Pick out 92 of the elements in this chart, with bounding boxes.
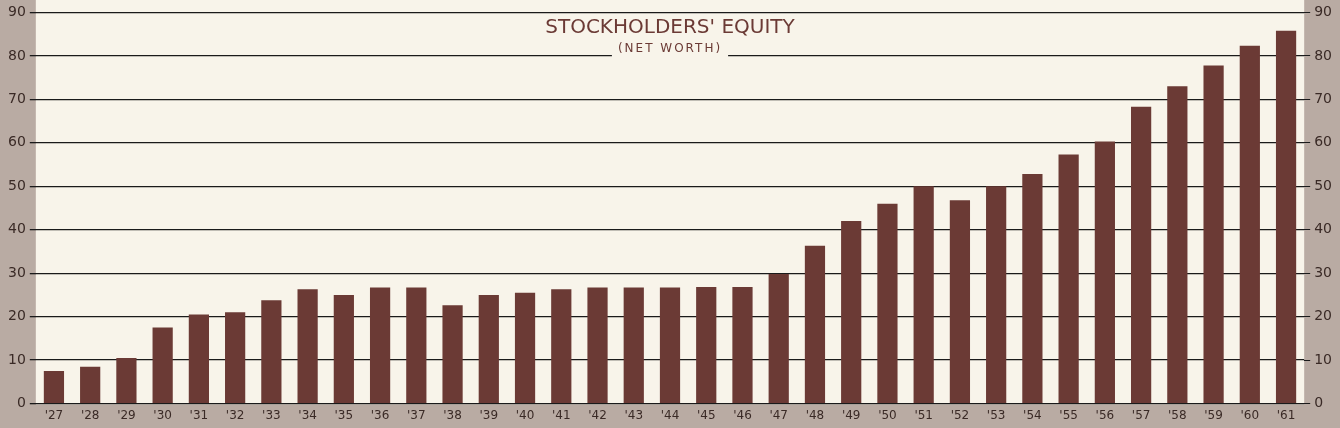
bar (297, 289, 318, 403)
x-tick-label: '51 (914, 407, 933, 422)
bar (369, 287, 391, 403)
bar (841, 221, 862, 403)
x-tick-label: '34 (298, 407, 317, 422)
y2-tick-label: 0 (16, 394, 26, 411)
bar (768, 274, 789, 403)
y-tick-label: 40 (1314, 220, 1333, 237)
bar (80, 366, 101, 403)
x-tick-label: '27 (44, 407, 64, 422)
x-tick-label: '39 (479, 407, 499, 422)
y2-tick-label: 20 (7, 307, 26, 324)
y2-tick-label: 60 (7, 133, 26, 150)
x-tick-label: '33 (262, 407, 281, 422)
x-tick-label: '43 (624, 407, 644, 422)
x-tick-label: '36 (370, 407, 390, 422)
bar (225, 312, 246, 403)
bar (1239, 45, 1260, 403)
y2-tick-label: 70 (7, 89, 26, 106)
x-tick-label: '31 (189, 407, 209, 422)
bar (261, 300, 282, 403)
bar (1022, 174, 1043, 403)
x-tick-label: '46 (733, 407, 752, 422)
bar (659, 287, 681, 403)
bar (732, 287, 753, 403)
y2-tick-label: 50 (7, 176, 26, 193)
x-tick-label: '59 (1204, 407, 1223, 422)
x-tick-label: '40 (515, 407, 535, 422)
text: (NET WORTH) (617, 41, 723, 56)
bar (1275, 30, 1297, 403)
bar (913, 186, 934, 403)
x-tick-label: '28 (80, 407, 100, 422)
x-tick-label: '37 (407, 407, 426, 422)
x-tick-label: '58 (1168, 407, 1187, 422)
x-tick-label: '55 (1059, 407, 1078, 422)
bar (551, 289, 572, 403)
x-tick-label: '54 (1023, 407, 1042, 422)
y-tick-label: 60 (1314, 133, 1333, 150)
x-tick-label: '61 (1276, 407, 1296, 422)
x-tick-label: '50 (878, 407, 897, 422)
bar (877, 203, 898, 403)
bar (514, 292, 536, 403)
x-tick-label: '57 (1131, 407, 1151, 422)
bar (986, 186, 1007, 403)
x-tick-label: '60 (1240, 407, 1260, 422)
bar (1094, 141, 1115, 403)
bar (696, 287, 717, 403)
bar (442, 305, 463, 403)
y-tick-label: 30 (1314, 263, 1333, 280)
x-tick-label: '38 (443, 407, 462, 422)
x-tick-label: '32 (225, 407, 245, 422)
bar (623, 287, 644, 403)
bar (116, 357, 137, 403)
bar (406, 287, 427, 403)
y-tick-label: 10 (1314, 350, 1333, 367)
y-tick-label: 70 (1314, 89, 1333, 106)
bar (43, 371, 65, 403)
x-tick-label: '47 (769, 407, 789, 422)
y2-tick-label: 40 (7, 220, 26, 237)
x-tick-label: '48 (805, 407, 825, 422)
x-tick-label: '44 (660, 407, 680, 422)
bar (949, 200, 971, 403)
bar (804, 245, 826, 403)
x-tick-label: '53 (986, 407, 1006, 422)
x-tick-label: '29 (117, 407, 136, 422)
bar (587, 287, 608, 403)
bar (188, 314, 209, 403)
bar (1131, 106, 1152, 403)
bar (152, 327, 173, 403)
y2-tick-label: 80 (7, 46, 26, 63)
bar (333, 294, 354, 403)
y-tick-label: 20 (1314, 307, 1333, 324)
bar (1058, 154, 1079, 403)
x-tick-label: '42 (588, 407, 607, 422)
x-tick-label: '35 (334, 407, 354, 422)
bar (478, 294, 499, 403)
x-tick-label: '52 (950, 407, 970, 422)
x-tick-label: '49 (841, 407, 861, 422)
y2-tick-label: 90 (7, 3, 26, 20)
x-tick-label: '56 (1095, 407, 1115, 422)
y2-tick-label: 10 (7, 350, 26, 367)
x-tick-label: '45 (696, 407, 716, 422)
x-tick-label: '30 (153, 407, 172, 422)
bar (1203, 65, 1224, 403)
x-tick-label: '41 (551, 407, 571, 422)
y-tick-label: 50 (1314, 176, 1333, 193)
y2-tick-label: 30 (7, 263, 26, 280)
y-tick-label: 80 (1314, 46, 1333, 63)
y-tick-label: 90 (1314, 3, 1333, 20)
bar (1167, 86, 1188, 403)
chart-title: STOCKHOLDERS' EQUITY (545, 14, 796, 39)
y-tick-label: 0 (1314, 394, 1324, 411)
